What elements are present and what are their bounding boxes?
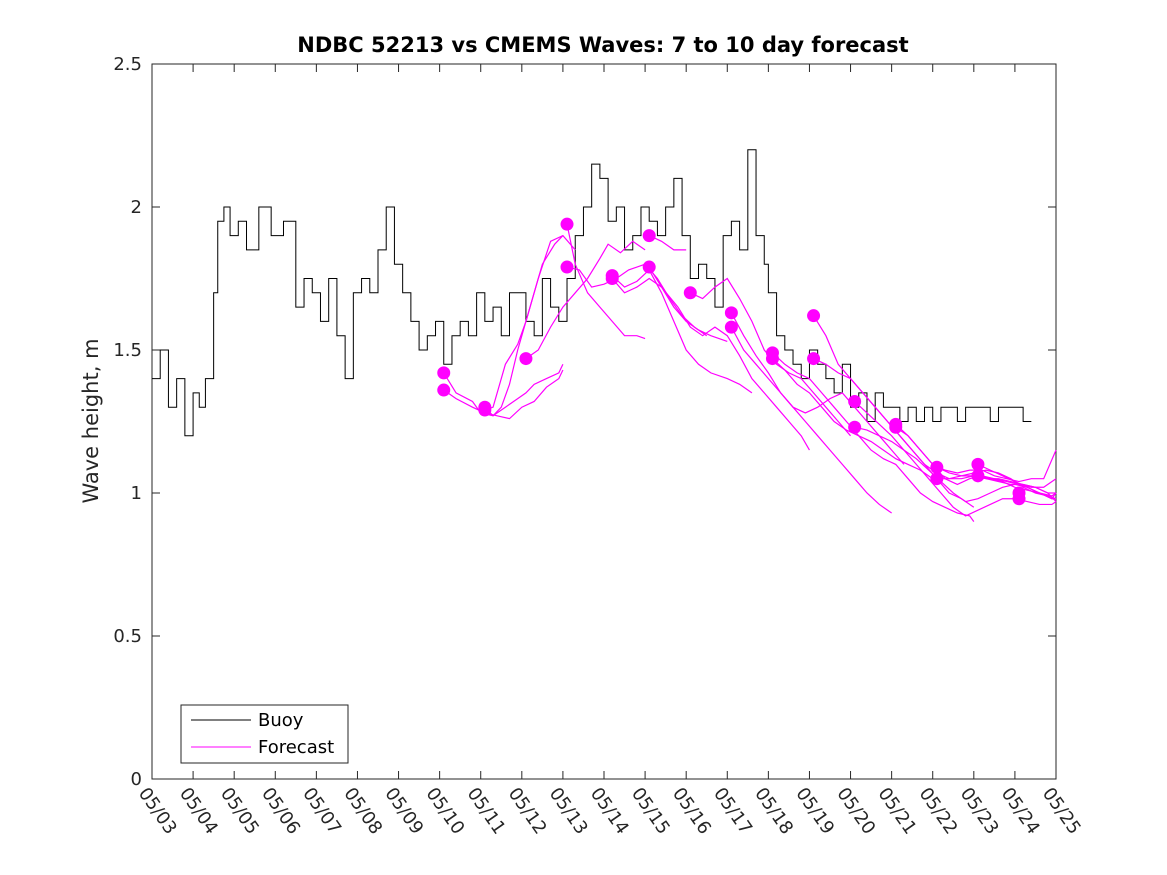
forecast-run-line [730,312,892,514]
buoy-series-line [152,149,1032,437]
forecast-start-marker [889,420,903,434]
y-tick-label: 0.5 [113,626,142,647]
forecast-start-marker [765,352,779,366]
y-tick-label: 1 [131,483,142,504]
forecast-start-marker [560,260,574,274]
y-tick-label: 2.5 [113,54,142,75]
forecast-run-line [611,268,753,394]
forecast-run-line [648,235,687,251]
forecast-run-line [443,364,564,417]
chart-title: NDBC 52213 vs CMEMS Waves: 7 to 10 day f… [297,33,908,57]
forecast-start-marker [724,306,738,320]
forecast-run-line [484,234,576,411]
forecast-start-marker [437,366,451,380]
forecast-start-marker [642,260,656,274]
y-tick-label: 0 [131,769,142,790]
forecast-start-marker [848,420,862,434]
forecast-start-marker [807,309,821,323]
forecast-start-marker [605,272,619,285]
forecast-run-line [611,277,728,342]
forecast-run-line [977,463,1057,497]
forecast-start-marker [1012,492,1026,506]
forecast-run-line [443,369,564,420]
forecast-start-marker [519,352,533,366]
forecast-start-marker [478,403,492,417]
forecast-start-marker [848,394,862,408]
legend-box [180,704,349,764]
legend-buoy-label: Buoy [258,710,304,731]
forecast-start-marker [683,286,697,300]
forecast-start-marker [930,472,944,486]
legend: Buoy Forecast [180,704,349,764]
legend-forecast-label: Forecast [258,737,334,758]
forecast-run-line [854,401,1057,517]
forecast-run-line [525,240,646,360]
forecast-start-marker [437,383,451,397]
forecast-run-line [936,466,1056,494]
y-tick-label: 2 [131,197,142,218]
forecast-run-line [936,469,1057,500]
y-tick-label: 1.5 [113,340,142,361]
forecast-run-line [730,326,905,465]
forecast-start-marker [724,320,738,334]
forecast-run-line [648,266,810,451]
forecast-start-marker [930,460,944,474]
forecast-start-marker [971,469,985,483]
forecast-start-marker [560,217,574,231]
forecast-start-marker [642,229,656,243]
forecast-start-marker [807,352,821,366]
forecast-run-line [772,352,975,522]
y-axis-label: Wave height, m [79,338,103,503]
forecast-run-line [484,235,564,417]
forecast-start-marker [971,457,985,471]
